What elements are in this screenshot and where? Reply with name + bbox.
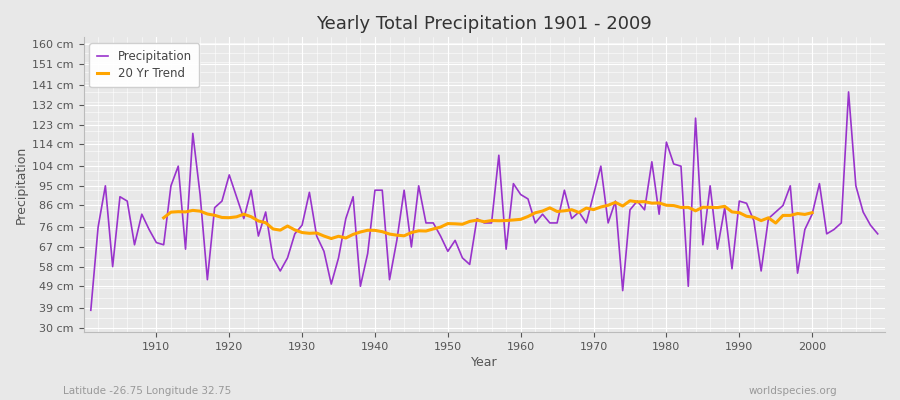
Precipitation — [86, 308, 96, 313]
20 Yr Trend — [617, 204, 628, 208]
20 Yr Trend — [712, 205, 723, 210]
20 Yr Trend — [158, 216, 169, 220]
Line: Precipitation: Precipitation — [91, 92, 878, 310]
Precipitation — [516, 192, 526, 197]
Line: 20 Yr Trend: 20 Yr Trend — [164, 201, 812, 238]
Precipitation — [843, 90, 854, 94]
20 Yr Trend — [726, 210, 737, 214]
Precipitation — [872, 232, 883, 236]
Legend: Precipitation, 20 Yr Trend: Precipitation, 20 Yr Trend — [89, 43, 199, 87]
20 Yr Trend — [792, 211, 803, 216]
Precipitation — [508, 181, 518, 186]
20 Yr Trend — [625, 198, 635, 203]
20 Yr Trend — [806, 210, 817, 215]
Precipitation — [603, 220, 614, 225]
Precipitation — [347, 194, 358, 199]
Title: Yearly Total Precipitation 1901 - 2009: Yearly Total Precipitation 1901 - 2009 — [317, 15, 652, 33]
20 Yr Trend — [326, 236, 337, 241]
20 Yr Trend — [363, 228, 374, 233]
Text: Latitude -26.75 Longitude 32.75: Latitude -26.75 Longitude 32.75 — [63, 386, 231, 396]
20 Yr Trend — [246, 214, 256, 219]
Y-axis label: Precipitation: Precipitation — [15, 146, 28, 224]
Text: worldspecies.org: worldspecies.org — [749, 386, 837, 396]
X-axis label: Year: Year — [471, 356, 498, 369]
Precipitation — [144, 227, 155, 232]
Precipitation — [304, 190, 315, 195]
